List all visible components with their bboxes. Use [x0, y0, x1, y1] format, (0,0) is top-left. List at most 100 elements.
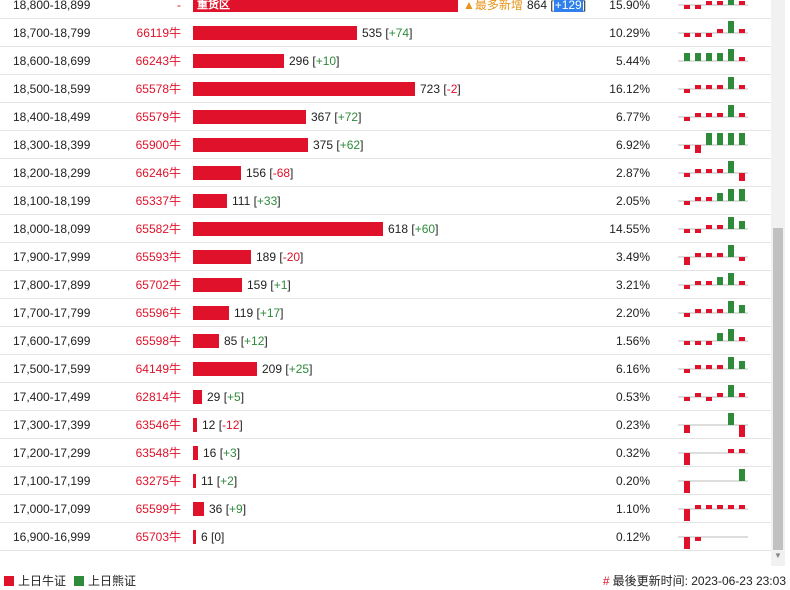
table-row[interactable]: 18,200-18,299 66246牛 156 [-68] 2.87% — [0, 159, 771, 187]
table-row[interactable]: 17,600-17,699 65598牛 85 [+12] 1.56% — [0, 327, 771, 355]
sparkline-bar — [706, 33, 712, 37]
sparkline-bar — [739, 361, 745, 369]
volume-value: 618 — [388, 222, 409, 236]
volume-label: 29 [+5] — [207, 390, 245, 404]
volume-label: 11 [+2] — [201, 474, 238, 488]
table-row[interactable]: 18,400-18,499 65579牛 367 [+72] 6.77% — [0, 103, 771, 131]
bear-swatch-icon — [74, 575, 84, 586]
sparkline-bar — [695, 393, 701, 397]
trend-sparkline — [678, 21, 748, 37]
sparkline-bar — [728, 49, 734, 61]
volume-bar-area: 12 [-12] — [193, 411, 603, 439]
trend-sparkline — [678, 385, 748, 401]
table-row[interactable]: 17,200-17,299 63548牛 16 [+3] 0.32% — [0, 439, 771, 467]
sparkline-bar — [706, 341, 712, 345]
share-percent: 15.90% — [609, 0, 650, 12]
volume-change: +60 — [414, 222, 436, 236]
sparkline-bar — [728, 133, 734, 145]
trend-sparkline — [678, 77, 748, 93]
volume-bar-area: 11 [+2] — [193, 467, 603, 495]
volume-bar — [193, 82, 415, 96]
volume-change: +62 — [339, 138, 361, 152]
volume-label: 12 [-12] — [202, 418, 243, 432]
table-row[interactable]: 18,800-18,899 - 重货区 ▲最多新增 864 [+129] 15.90% — [0, 0, 771, 19]
volume-value: 864 — [527, 0, 548, 12]
sparkline-bar — [684, 201, 690, 205]
sparkline-bar — [739, 281, 745, 285]
price-range: 17,100-17,199 — [13, 474, 91, 488]
table-row[interactable]: 18,300-18,399 65900牛 375 [+62] 6.92% — [0, 131, 771, 159]
footer: 上日牛证 上日熊证 # 最後更新时间: 2023-06-23 23:03 — [0, 568, 790, 590]
price-range: 17,900-17,999 — [13, 250, 91, 264]
sparkline-bar — [717, 505, 723, 509]
cbbc-code: 65593牛 — [135, 250, 181, 264]
sparkline-bar — [739, 57, 745, 61]
sparkline-bar — [695, 33, 701, 37]
sparkline-bar — [706, 365, 712, 369]
sparkline-bar — [695, 365, 701, 369]
volume-bar — [193, 502, 204, 516]
table-row[interactable]: 17,700-17,799 65596牛 119 [+17] 2.20% — [0, 299, 771, 327]
vertical-scrollbar[interactable]: ▼ — [771, 0, 785, 566]
scroll-down-arrow-icon[interactable]: ▼ — [774, 551, 782, 560]
sparkline-bar — [695, 505, 701, 509]
sparkline-bar — [706, 169, 712, 173]
trend-sparkline — [678, 133, 748, 153]
table-row[interactable]: 17,100-17,199 63275牛 11 [+2] 0.20% — [0, 467, 771, 495]
sparkline-bar — [695, 145, 701, 153]
price-range: 18,500-18,599 — [13, 82, 91, 96]
scroll-thumb[interactable] — [773, 228, 783, 550]
volume-value: 29 — [207, 390, 221, 404]
cbbc-code: 65582牛 — [135, 222, 181, 236]
sparkline-bar — [684, 229, 690, 233]
sparkline-bar — [728, 329, 734, 341]
volume-change: -20 — [282, 250, 301, 264]
volume-bar-area: 156 [-68] — [193, 159, 603, 187]
volume-change: +12 — [244, 334, 265, 348]
volume-value: 11 — [201, 474, 214, 488]
sparkline-bar — [684, 481, 690, 493]
sparkline-bar — [684, 173, 690, 177]
table-row[interactable]: 17,000-17,099 65599牛 36 [+9] 1.10% — [0, 495, 771, 523]
price-range: 18,200-18,299 — [13, 166, 91, 180]
price-range: 17,000-17,099 — [13, 502, 91, 516]
price-range: 17,800-17,899 — [13, 278, 91, 292]
volume-bar — [193, 138, 308, 152]
table-row[interactable]: 18,500-18,599 65578牛 723 [-2] 16.12% — [0, 75, 771, 103]
volume-bar — [193, 194, 227, 208]
price-range: 18,700-18,799 — [13, 26, 91, 40]
sparkline-bar — [706, 309, 712, 313]
share-percent: 3.21% — [615, 278, 650, 292]
table-row[interactable]: 18,700-18,799 66119牛 535 [+74] 10.29% — [0, 19, 771, 47]
volume-bar — [193, 250, 251, 264]
volume-change: 0 — [214, 530, 222, 544]
table-row[interactable]: 18,600-18,699 66243牛 296 [+10] 5.44% — [0, 47, 771, 75]
table-row[interactable]: 18,100-18,199 65337牛 111 [+33] 2.05% — [0, 187, 771, 215]
table-row[interactable]: 17,300-17,399 63546牛 12 [-12] 0.23% — [0, 411, 771, 439]
volume-value: 119 — [234, 306, 254, 320]
table-row[interactable]: 18,000-18,099 65582牛 618 [+60] 14.55% — [0, 215, 771, 243]
sparkline-bar — [739, 221, 745, 229]
sparkline-bar — [706, 505, 712, 509]
volume-change: +10 — [315, 54, 337, 68]
volume-bar — [193, 418, 197, 432]
volume-label: 864 [+129] — [527, 0, 587, 12]
price-range: 16,900-16,999 — [13, 530, 91, 544]
table-row[interactable]: 17,500-17,599 64149牛 209 [+25] 6.16% — [0, 355, 771, 383]
share-percent: 0.23% — [615, 418, 650, 432]
volume-change: -12 — [222, 418, 240, 432]
table-row[interactable]: 17,900-17,999 65593牛 189 [-20] 3.49% — [0, 243, 771, 271]
table-row[interactable]: 17,800-17,899 65702牛 159 [+1] 3.21% — [0, 271, 771, 299]
sparkline-bar — [739, 393, 745, 397]
table-row[interactable]: 17,400-17,499 62814牛 29 [+5] 0.53% — [0, 383, 771, 411]
volume-label: 209 [+25] — [262, 362, 313, 376]
share-percent: 3.49% — [615, 250, 650, 264]
sparkline-bar — [684, 397, 690, 401]
volume-value: 159 — [247, 278, 268, 292]
volume-change: +33 — [256, 194, 278, 208]
volume-value: 723 — [420, 82, 441, 96]
table-row[interactable]: 16,900-16,999 65703牛 6 [0] 0.12% — [0, 523, 771, 551]
share-percent: 0.53% — [615, 390, 650, 404]
sparkline-bar — [695, 113, 701, 117]
price-range: 17,400-17,499 — [13, 390, 91, 404]
